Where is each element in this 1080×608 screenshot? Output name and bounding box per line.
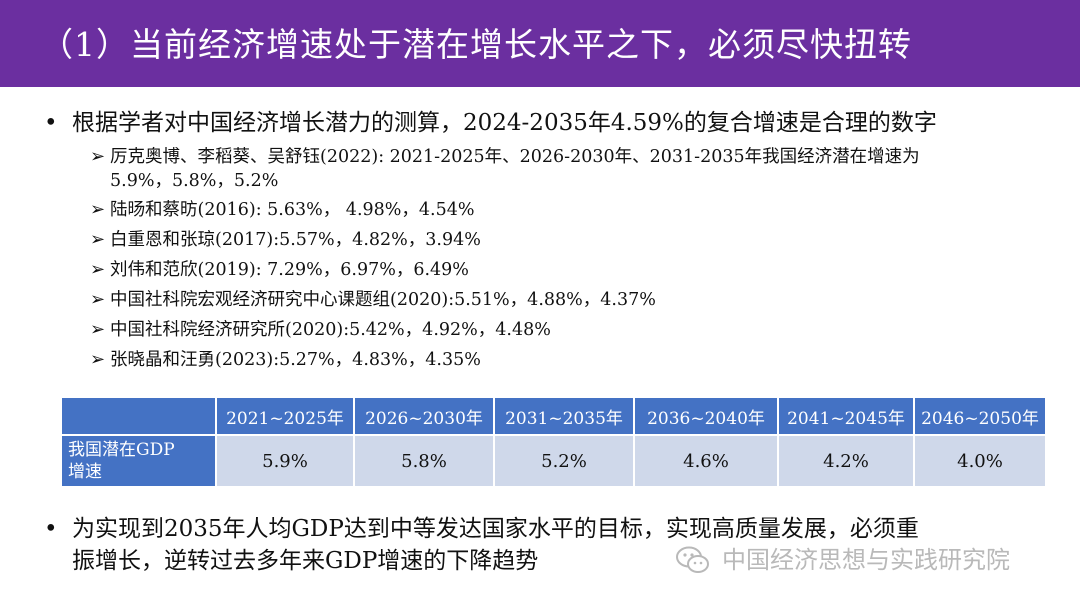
estimate-text: 中国社科院经济研究所(2020):5.42%，4.92%，4.48% (110, 320, 551, 340)
estimate-item: ➢ 刘伟和范欣(2019): 7.29%，6.97%，6.49% (90, 258, 1050, 282)
table-cell: 5.9% (216, 435, 355, 488)
row-label-line: 我国潜在GDP (68, 440, 175, 460)
table-header-cell: 2021~2025年 (216, 398, 355, 436)
table-header-cell: 2026~2030年 (354, 398, 495, 436)
watermark-text: 中国经济思想与实践研究院 (722, 546, 1010, 574)
arrow-bullet-icon: ➢ (90, 319, 106, 340)
estimate-item: ➢ 陆旸和蔡昉(2016): 5.63%， 4.98%，4.54% (90, 198, 1050, 222)
arrow-bullet-icon: ➢ (90, 199, 106, 220)
estimate-item: ➢ 中国社科院经济研究所(2020):5.42%，4.92%，4.48% (90, 318, 1050, 342)
estimate-text: 陆旸和蔡昉(2016): 5.63%， 4.98%，4.54% (110, 200, 475, 220)
wechat-icon (676, 546, 709, 573)
estimate-text: 刘伟和范欣(2019): 7.29%，6.97%，6.49% (110, 260, 469, 280)
bullet-main-1: • 根据学者对中国经济增长潜力的测算，2024-2035年4.59%的复合增速是… (26, 106, 1066, 140)
estimate-text: 中国社科院宏观经济研究中心课题组(2020):5.51%，4.88%，4.37% (110, 290, 656, 310)
bullet-main-2: • 为实现到2035年人均GDP达到中等发达国家水平的目标，实现高质量发展，必须… (26, 512, 1066, 546)
bullet-main-1-text: 根据学者对中国经济增长潜力的测算，2024-2035年4.59%的复合增速是合理… (72, 110, 937, 136)
table-cell: 4.0% (914, 435, 1047, 488)
bullet-main-2-text-cont: 振增长，逆转过去多年来GDP增速的下降趋势 (72, 548, 539, 574)
bullet-main-2-text: 为实现到2035年人均GDP达到中等发达国家水平的目标，实现高质量发展，必须重 (72, 516, 919, 542)
table-row: 我国潜在GDP 增速 5.9% 5.8% 5.2% 4.6% 4.2% 4.0% (62, 435, 1047, 488)
estimate-text: 张晓晶和汪勇(2023):5.27%，4.83%，4.35% (110, 350, 481, 370)
table-header-cell: 2031~2035年 (494, 398, 635, 436)
table-row-label: 我国潜在GDP 增速 (62, 435, 217, 488)
bullet-dot: • (44, 516, 58, 542)
table-header-cell: 2036~2040年 (634, 398, 779, 436)
table-corner-cell (62, 398, 217, 436)
table-cell: 5.8% (354, 435, 495, 488)
bullet-main-2-cont: 振增长，逆转过去多年来GDP增速的下降趋势 (26, 544, 1066, 578)
estimate-text: 厉克奥博、李稻葵、吴舒钰(2022): 2021-2025年、2026-2030… (110, 147, 920, 167)
estimate-text-cont: 5.9%，5.8%，5.2% (110, 171, 279, 191)
estimate-item: ➢ 中国社科院宏观经济研究中心课题组(2020):5.51%，4.88%，4.3… (90, 288, 1050, 312)
table-header-cell: 2046~2050年 (914, 398, 1047, 436)
arrow-bullet-icon: ➢ (90, 229, 106, 250)
estimate-item: ➢ 白重恩和张琼(2017):5.57%，4.82%，3.94% (90, 228, 1050, 252)
slide-title: （1）当前经济增速处于潜在增长水平之下，必须尽快扭转 (40, 25, 912, 64)
arrow-bullet-icon: ➢ (90, 349, 106, 370)
table-header-cell: 2041~2045年 (778, 398, 915, 436)
table-cell: 5.2% (494, 435, 635, 488)
table-cell: 4.6% (634, 435, 779, 488)
row-label-line: 增速 (68, 462, 102, 482)
potential-gdp-table: 2021~2025年 2026~2030年 2031~2035年 2036~20… (62, 398, 1047, 488)
bullet-dot: • (44, 110, 58, 136)
estimate-item: ➢ 张晓晶和汪勇(2023):5.27%，4.83%，4.35% (90, 348, 1050, 372)
table-cell: 4.2% (778, 435, 915, 488)
arrow-bullet-icon: ➢ (90, 146, 106, 167)
estimate-text: 白重恩和张琼(2017):5.57%，4.82%，3.94% (110, 230, 481, 250)
table-header-row: 2021~2025年 2026~2030年 2031~2035年 2036~20… (62, 398, 1047, 436)
title-bar: （1）当前经济增速处于潜在增长水平之下，必须尽快扭转 (0, 0, 1080, 87)
arrow-bullet-icon: ➢ (90, 289, 106, 310)
arrow-bullet-icon: ➢ (90, 259, 106, 280)
estimate-item: ➢ 厉克奥博、李稻葵、吴舒钰(2022): 2021-2025年、2026-20… (90, 145, 1050, 193)
